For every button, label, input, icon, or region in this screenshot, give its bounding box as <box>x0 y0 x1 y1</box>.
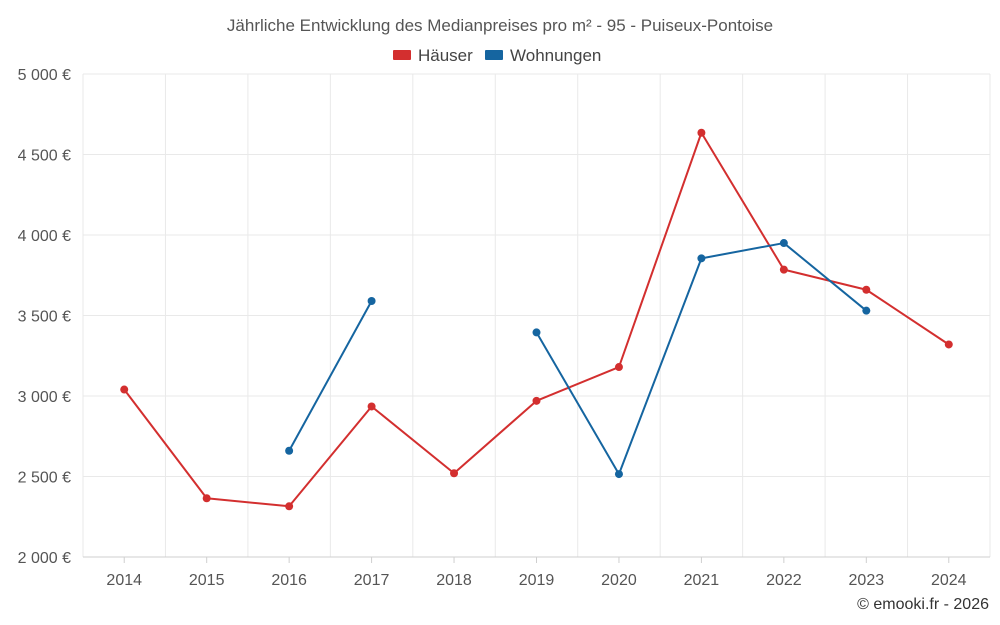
y-tick-label: 3 500 € <box>18 309 71 326</box>
x-tick-label: 2024 <box>931 572 967 589</box>
data-point-wohnungen-2020[interactable] <box>614 470 623 479</box>
data-point-wohnungen-2023[interactable] <box>862 306 871 315</box>
data-point-haeuser-2024[interactable] <box>944 340 953 349</box>
x-tick-label: 2015 <box>189 572 225 589</box>
data-point-haeuser-2022[interactable] <box>779 265 788 274</box>
data-point-haeuser-2015[interactable] <box>202 494 211 503</box>
y-tick-label: 4 000 € <box>18 228 71 245</box>
x-tick-label: 2016 <box>271 572 307 589</box>
x-tick-label: 2022 <box>766 572 802 589</box>
legend-label-haeuser: Häuser <box>418 46 473 65</box>
data-point-haeuser-2018[interactable] <box>450 469 459 478</box>
legend-item-wohnungen[interactable]: Wohnungen <box>485 46 601 65</box>
data-point-haeuser-2023[interactable] <box>862 285 871 294</box>
legend-swatch-wohnungen <box>485 50 503 60</box>
x-tick-label: 2019 <box>519 572 555 589</box>
data-point-wohnungen-2019[interactable] <box>532 328 541 337</box>
series <box>120 128 953 511</box>
data-point-wohnungen-2016[interactable] <box>285 446 294 455</box>
data-point-wohnungen-2021[interactable] <box>697 254 706 263</box>
series-line-wohnungen <box>288 300 373 452</box>
y-tick-label: 4 500 € <box>18 148 71 165</box>
x-tick-label: 2023 <box>849 572 885 589</box>
data-point-wohnungen-2017[interactable] <box>367 297 376 306</box>
y-tick-label: 2 000 € <box>18 550 71 567</box>
data-point-haeuser-2014[interactable] <box>120 385 129 394</box>
x-tick-label: 2018 <box>436 572 472 589</box>
y-tick-label: 2 500 € <box>18 470 71 487</box>
x-tick-label: 2021 <box>684 572 720 589</box>
data-point-haeuser-2017[interactable] <box>367 402 376 411</box>
x-tick-label: 2017 <box>354 572 390 589</box>
legend-label-wohnungen: Wohnungen <box>510 46 601 65</box>
x-tick-label: 2020 <box>601 572 637 589</box>
y-tick-label: 3 000 € <box>18 389 71 406</box>
axes: 2 000 € 2 500 € 3 000 € 3 500 € 4 000 € 4 500… <box>18 67 990 589</box>
data-point-haeuser-2016[interactable] <box>285 502 294 511</box>
data-point-haeuser-2020[interactable] <box>614 363 623 372</box>
credit-text: © emooki.fr - 2026 <box>857 596 989 613</box>
chart-title: Jährliche Entwicklung des Medianpreises … <box>227 16 773 35</box>
y-tick-label: 5 000 € <box>18 67 71 84</box>
data-point-haeuser-2021[interactable] <box>697 128 706 137</box>
data-point-haeuser-2019[interactable] <box>532 396 541 405</box>
legend-item-haeuser[interactable]: Häuser <box>393 46 473 65</box>
grid <box>82 73 991 557</box>
x-tick-label: 2014 <box>106 572 142 589</box>
legend-swatch-haeuser <box>393 50 411 60</box>
legend: Häuser Wohnungen <box>393 46 601 65</box>
data-point-wohnungen-2022[interactable] <box>779 239 788 248</box>
